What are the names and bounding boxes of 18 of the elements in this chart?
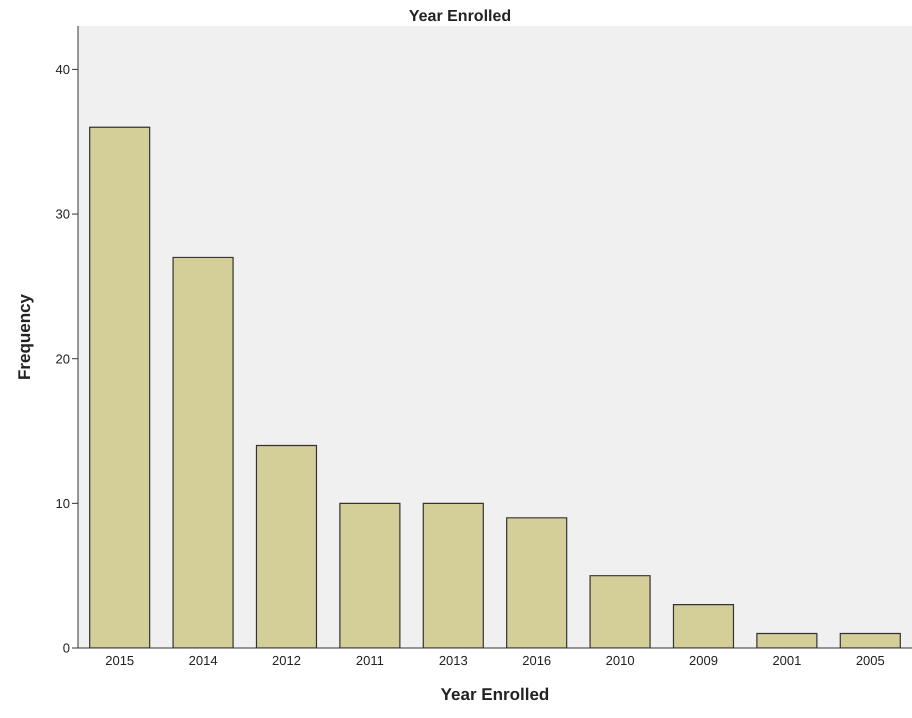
x-tick-label: 2005 (856, 653, 885, 668)
x-tick-label: 2011 (356, 653, 384, 668)
x-tick-label: 2013 (438, 653, 468, 668)
x-axis-title: Year Enrolled (440, 685, 550, 704)
y-tick-label: 30 (56, 206, 70, 222)
y-tick-label: 20 (56, 351, 70, 366)
y-tick-label: 10 (56, 496, 70, 511)
y-tick-label: 40 (56, 62, 70, 78)
x-tick-label: 2016 (522, 653, 552, 668)
y-tick-label: 0 (62, 640, 70, 656)
x-tick-label: 2010 (606, 653, 635, 668)
chart-title: Year Enrolled (408, 8, 512, 26)
y-axis-title: Frequency (15, 293, 34, 380)
x-tick-label: 2014 (188, 653, 218, 668)
x-tick-label: 2015 (105, 653, 134, 668)
x-tick-label: 2012 (272, 653, 301, 668)
x-tick-label: 2009 (689, 653, 718, 668)
x-tick-label: 2001 (772, 653, 802, 668)
